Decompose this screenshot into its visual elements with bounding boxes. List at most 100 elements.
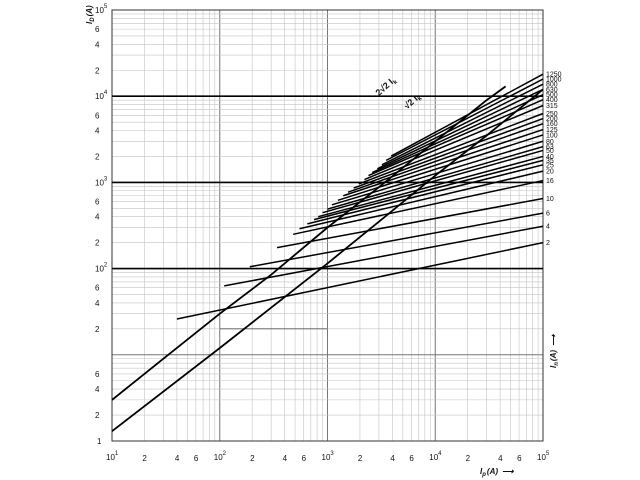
grid [112,10,543,441]
series-label: 20 [546,169,554,176]
y-tick-exponent: 5 [104,4,108,10]
x-tick-label: 4 [390,454,395,463]
y-tick-label: 4 [95,385,100,394]
y-tick-label: 2 [95,66,100,75]
series-line [364,104,544,181]
y-tick-label: 6 [95,198,100,207]
x-tick-label: 2 [358,454,363,463]
x-tick-label: 101 [106,451,119,462]
y-tick-label: 6 [95,111,100,120]
y-tick-exponent: 4 [104,90,108,96]
series-line [318,155,544,218]
y-tick-label: 4 [95,127,100,136]
series-label: 400 [546,97,558,104]
series-line [224,225,544,287]
series-line [249,212,544,268]
envelope-label-sub: k [392,79,399,86]
x-tick-label: 4 [175,454,180,463]
series-line [299,170,544,230]
envelope-label-sub: k [417,95,424,102]
series-label: 10 [546,196,554,203]
y-tick-label: 103 [95,176,108,187]
x-tick-exponent: 1 [115,451,119,457]
series-line [381,83,544,166]
series-line [376,88,544,170]
y-tick-label: 6 [95,25,100,34]
series-line [358,112,544,185]
x-tick-exponent: 3 [330,451,334,457]
y-tick-label: 1 [97,437,102,446]
y-tick-label: 105 [95,4,108,15]
series-label: 125 [546,127,558,134]
y-tick-label: 2 [95,239,100,248]
x-tick-exponent: 5 [546,451,550,457]
series-line [371,94,544,174]
series-line [307,164,544,225]
series-label: 800 [546,82,558,89]
series-line [385,78,544,162]
y-tick-label: 104 [95,90,108,101]
series-label: 200 [546,116,558,123]
y-tick-exponent: 2 [104,263,108,269]
x-tick-label: 4 [283,454,288,463]
series-line [337,134,544,202]
series-label: 1000 [546,77,562,84]
y-tick-label: 2 [95,152,100,161]
x-tick-label: 102 [214,451,227,462]
y-tick-label: 4 [95,299,100,308]
x-tick-label: 6 [517,454,522,463]
series-label: 100 [546,132,558,139]
x-tick-label: 4 [498,454,503,463]
series-label: 40 [546,154,554,161]
series-label: 63 [546,144,554,151]
y-tick-label: 2 [95,325,100,334]
x-tick-exponent: 4 [438,451,442,457]
y-tick-label: 102 [95,263,108,274]
series-label: 1250 [546,72,562,79]
series-line [176,241,544,320]
series-line [313,159,544,221]
y-tick-label: 4 [95,40,100,49]
series-label: 6 [546,211,550,218]
x-axis-label: Ip(A) ⟶ [480,467,514,478]
series-label: 630 [546,87,558,94]
series-line [353,117,544,189]
right-axis-label: In(A)⟶ [549,334,560,368]
series-label: 50 [546,148,554,155]
series-line [276,197,544,249]
x-tick-label: 2 [250,454,255,463]
axis-ticks: 101 102 103 104 105 2 4 6 2 4 6 2 4 6 2 4 6 1 102 103 104 105… [95,4,550,463]
y-tick-label: 2 [95,411,100,420]
plot-border [111,9,544,442]
x-tick-label: 6 [409,454,414,463]
y-tick-label: 4 [95,213,100,222]
plot-frame [111,9,544,442]
series-line [292,179,544,236]
series-label: 160 [546,121,558,128]
series-line [347,122,544,193]
series-line [343,128,544,197]
envelope-curve [111,88,544,432]
y-tick-label: 6 [95,284,100,293]
series-label: 4 [546,224,550,231]
series-label: 16 [546,178,554,185]
series-label: 25 [546,162,554,169]
series-label: 80 [546,139,554,146]
x-tick-label: 105 [537,451,550,462]
x-tick-label: 6 [302,454,307,463]
series-label: 250 [546,111,558,118]
x-tick-exponent: 2 [223,451,227,457]
y-axis-label: ID(A) [85,5,96,24]
x-tick-label: 104 [429,451,442,462]
series-label: 500 [546,92,558,99]
x-tick-label: 103 [322,451,335,462]
y-tick-label: 6 [95,370,100,379]
x-tick-label: 2 [466,454,471,463]
series-label: 35 [546,158,554,165]
y-tick-exponent: 3 [104,176,108,182]
x-tick-label: 2 [142,454,147,463]
x-tick-label: 6 [194,454,199,463]
series-label: 2 [546,240,550,247]
series-label: 315 [546,103,558,110]
